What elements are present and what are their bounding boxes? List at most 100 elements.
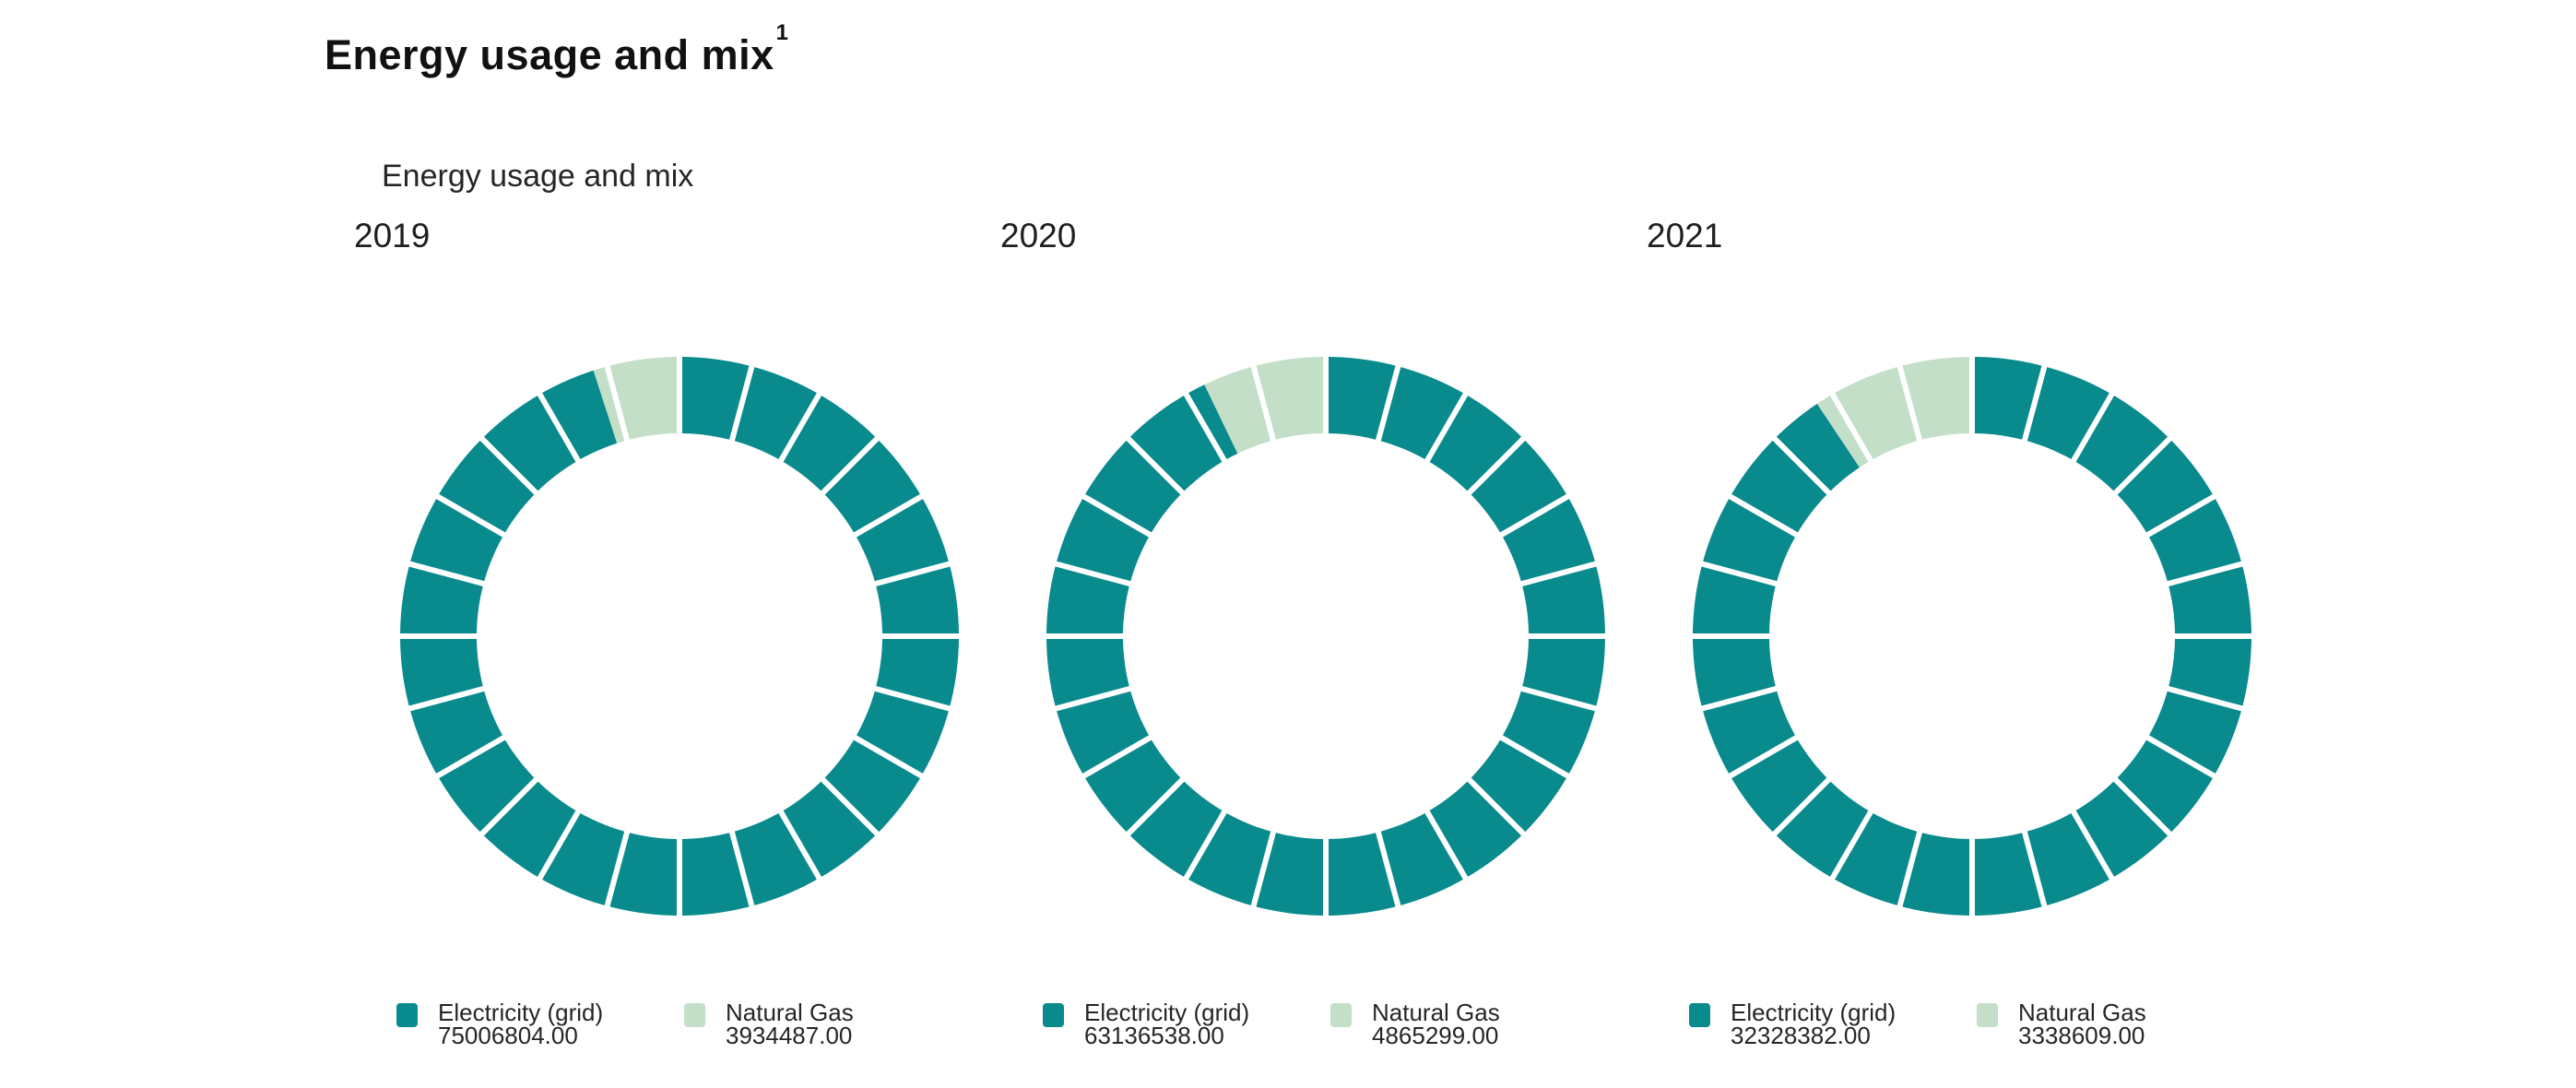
segment-separator-line bbox=[850, 733, 927, 781]
donut-chart-2021: 2021 Electricity (grid) 32328382.00 Natu… bbox=[1647, 217, 2255, 1074]
chart-group-subtitle: Energy usage and mix bbox=[382, 159, 694, 194]
electricity-swatch-icon bbox=[1689, 1003, 1710, 1027]
legend-label: Natural Gas bbox=[726, 999, 854, 1026]
legend-item-electricity: Electricity (grid) 75006804.00 bbox=[396, 999, 684, 1049]
donut-2019 bbox=[396, 353, 963, 919]
segment-separator-line bbox=[2163, 560, 2247, 587]
page-title-text: Energy usage and mix bbox=[325, 31, 774, 78]
donut-chart-2020: 2020 Electricity (grid) 63136538.00 Natu… bbox=[1000, 217, 1609, 1074]
segment-separator-line bbox=[728, 827, 756, 911]
natural-gas-swatch-icon bbox=[1330, 1003, 1352, 1027]
segment-separator-line bbox=[405, 560, 489, 587]
segment-separator-line bbox=[1051, 685, 1135, 713]
segment-separator-line bbox=[2163, 685, 2247, 713]
segment-separator-line bbox=[432, 491, 509, 539]
legend-label: Natural Gas bbox=[1372, 999, 1500, 1026]
segment-separator-line bbox=[1423, 807, 1471, 883]
legend-2021: Electricity (grid) 32328382.00 Natural G… bbox=[1689, 999, 2264, 1049]
legend-value: 4865299.00 bbox=[1372, 1022, 1499, 1049]
segment-separator-line bbox=[477, 775, 541, 839]
electricity-swatch-icon bbox=[396, 1003, 418, 1027]
donut-2020 bbox=[1043, 353, 1609, 919]
segment-separator-line bbox=[2069, 807, 2117, 883]
segment-separator-line bbox=[2021, 827, 2049, 911]
year-label-2019: 2019 bbox=[354, 217, 431, 254]
segment-separator-line bbox=[1697, 560, 1781, 587]
segment-separator-line bbox=[2021, 361, 2049, 445]
legend-label: Electricity (grid) bbox=[1731, 999, 1897, 1026]
legend-item-natural-gas: Natural Gas 3338609.00 bbox=[1977, 999, 2264, 1049]
segment-separator-line bbox=[1725, 733, 1802, 781]
segment-separator-line bbox=[870, 560, 954, 587]
segment-separator-line bbox=[535, 807, 583, 883]
segment-separator-line bbox=[870, 685, 954, 713]
legend-value: 3934487.00 bbox=[726, 1022, 853, 1049]
segment-separator-line bbox=[1079, 733, 1155, 781]
legend-value: 32328382.00 bbox=[1731, 1022, 1871, 1049]
donut-segment-natural-gas bbox=[593, 357, 679, 443]
legend-label: Electricity (grid) bbox=[1084, 999, 1250, 1026]
segment-separator-line bbox=[1123, 433, 1188, 498]
legend-item-electricity: Electricity (grid) 63136538.00 bbox=[1043, 999, 1330, 1049]
segment-separator-line bbox=[728, 361, 756, 445]
segment-separator-line bbox=[1464, 433, 1529, 498]
segment-separator-line bbox=[1375, 827, 1402, 911]
segment-separator-line bbox=[432, 733, 509, 781]
segment-separator-line bbox=[1123, 775, 1188, 839]
segment-separator-line bbox=[1249, 361, 1277, 445]
legend-2019: Electricity (grid) 75006804.00 Natural G… bbox=[396, 999, 972, 1049]
segment-separator-line bbox=[1249, 827, 1277, 911]
segment-separator-line bbox=[1827, 389, 1875, 466]
segment-separator-line bbox=[2069, 389, 2117, 466]
segment-separator-line bbox=[1496, 733, 1573, 781]
legend-item-natural-gas: Natural Gas 4865299.00 bbox=[1330, 999, 1618, 1049]
segment-separator-line bbox=[1769, 433, 1834, 498]
segment-separator-line bbox=[535, 389, 583, 466]
year-label-2020: 2020 bbox=[1000, 217, 1077, 254]
footnote-marker: 1 bbox=[775, 20, 789, 45]
segment-separator-line bbox=[1517, 560, 1601, 587]
segment-separator-line bbox=[1496, 491, 1573, 539]
legend-2020: Electricity (grid) 63136538.00 Natural G… bbox=[1043, 999, 1618, 1049]
natural-gas-swatch-icon bbox=[1977, 1003, 1998, 1027]
legend-value: 3338609.00 bbox=[2018, 1022, 2145, 1049]
segment-separator-line bbox=[818, 775, 882, 839]
segment-separator-line bbox=[405, 685, 489, 713]
legend-item-natural-gas: Natural Gas 3934487.00 bbox=[684, 999, 972, 1049]
segment-separator-line bbox=[1181, 389, 1229, 466]
segment-separator-line bbox=[1464, 775, 1529, 839]
segment-separator-line bbox=[1181, 807, 1229, 883]
segment-separator-line bbox=[1725, 491, 1802, 539]
segment-separator-line bbox=[1423, 389, 1471, 466]
segment-separator-line bbox=[1827, 807, 1875, 883]
natural-gas-swatch-icon bbox=[684, 1003, 705, 1027]
donut-chart-2019: 2019 Electricity (grid) 75006804.00 Natu… bbox=[354, 217, 963, 1074]
segment-separator-line bbox=[1896, 361, 1923, 445]
page-title: Energy usage and mix1 bbox=[325, 20, 789, 79]
segment-separator-line bbox=[776, 389, 824, 466]
segment-separator-line bbox=[850, 491, 927, 539]
segment-separator-line bbox=[603, 361, 631, 445]
electricity-swatch-icon bbox=[1043, 1003, 1064, 1027]
year-label-2021: 2021 bbox=[1647, 217, 1723, 254]
segment-separator-line bbox=[2110, 775, 2175, 839]
segment-separator-line bbox=[2110, 433, 2175, 498]
segment-separator-line bbox=[2143, 491, 2219, 539]
segment-separator-line bbox=[1051, 560, 1135, 587]
legend-item-electricity: Electricity (grid) 32328382.00 bbox=[1689, 999, 1977, 1049]
legend-value: 75006804.00 bbox=[438, 1022, 578, 1049]
segment-separator-line bbox=[1697, 685, 1781, 713]
segment-separator-line bbox=[2143, 733, 2219, 781]
legend-value: 63136538.00 bbox=[1084, 1022, 1224, 1049]
segment-separator-line bbox=[1517, 685, 1601, 713]
segment-separator-line bbox=[477, 433, 541, 498]
segment-separator-line bbox=[776, 807, 824, 883]
segment-separator-line bbox=[603, 827, 631, 911]
segment-separator-line bbox=[1375, 361, 1402, 445]
legend-label: Natural Gas bbox=[2018, 999, 2146, 1026]
segment-separator-line bbox=[1079, 491, 1155, 539]
segment-separator-line bbox=[818, 433, 882, 498]
legend-label: Electricity (grid) bbox=[438, 999, 604, 1026]
segment-separator-line bbox=[1896, 827, 1923, 911]
